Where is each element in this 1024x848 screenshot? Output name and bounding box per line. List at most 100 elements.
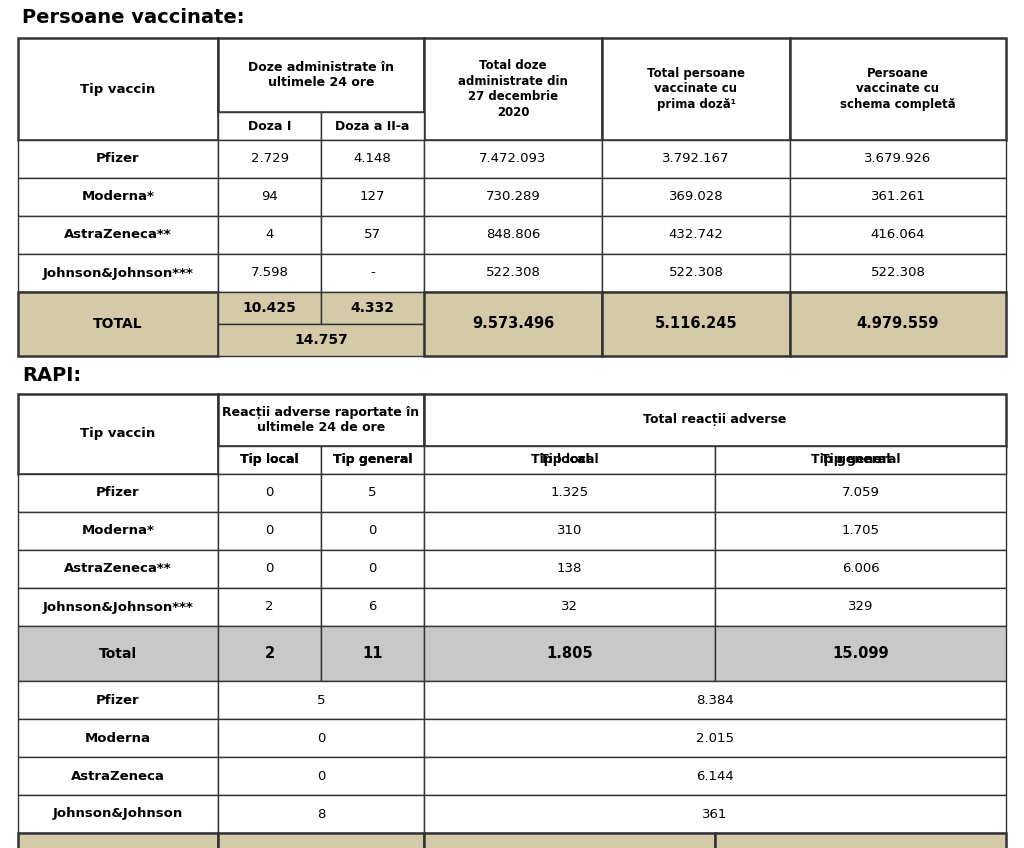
Bar [218, 446, 321, 474]
Bar [218, 324, 424, 356]
Bar [424, 140, 602, 178]
Bar [18, 38, 218, 140]
Bar [424, 719, 1006, 757]
Bar [18, 833, 218, 848]
Text: Tip vaccin: Tip vaccin [80, 82, 156, 96]
Text: Total persoane
vaccinate cu
prima doză¹: Total persoane vaccinate cu prima doză¹ [647, 67, 745, 111]
Bar [424, 757, 1006, 795]
Bar [218, 216, 321, 254]
Text: TOTAL: TOTAL [93, 317, 142, 331]
Bar [424, 446, 715, 474]
Bar [424, 588, 715, 626]
Bar [218, 446, 321, 474]
Text: 7.059: 7.059 [842, 487, 880, 499]
Text: 2: 2 [265, 600, 273, 613]
Text: Tip local: Tip local [241, 454, 299, 466]
Text: 138: 138 [557, 562, 583, 576]
Text: 361.261: 361.261 [870, 191, 926, 204]
Bar [424, 394, 1006, 446]
Text: 3.679.926: 3.679.926 [864, 153, 932, 165]
Text: Johnson&Johnson***: Johnson&Johnson*** [43, 600, 194, 613]
Text: Tip local: Tip local [530, 454, 590, 466]
Text: Tip local: Tip local [241, 454, 299, 466]
Text: 8.384: 8.384 [696, 694, 734, 706]
Text: AstraZeneca**: AstraZeneca** [65, 228, 172, 242]
Text: 1.805: 1.805 [546, 646, 593, 661]
Text: 9.573.496: 9.573.496 [472, 316, 554, 332]
Bar [790, 38, 1006, 140]
Bar [218, 292, 321, 324]
Bar [218, 719, 424, 757]
Bar [18, 474, 218, 512]
Bar [790, 216, 1006, 254]
Text: 5.116.245: 5.116.245 [654, 316, 737, 332]
Text: Tip vaccin: Tip vaccin [80, 427, 156, 440]
Bar [321, 112, 424, 140]
Text: 416.064: 416.064 [870, 228, 926, 242]
Bar [790, 178, 1006, 216]
Bar [715, 550, 1006, 588]
Text: 1.705: 1.705 [842, 525, 880, 538]
Bar [218, 394, 424, 446]
Text: Total doze
administrate din
27 decembrie
2020: Total doze administrate din 27 decembrie… [458, 59, 568, 119]
Bar [321, 140, 424, 178]
Text: Johnson&Johnson***: Johnson&Johnson*** [43, 266, 194, 280]
Text: 310: 310 [557, 525, 583, 538]
Bar [218, 588, 321, 626]
Text: 0: 0 [369, 525, 377, 538]
Text: Pfizer: Pfizer [96, 694, 140, 706]
Text: 14.757: 14.757 [294, 333, 348, 347]
Bar [18, 795, 218, 833]
Text: 432.742: 432.742 [669, 228, 723, 242]
Text: 6.006: 6.006 [842, 562, 880, 576]
Text: 11: 11 [362, 646, 383, 661]
Bar [424, 833, 715, 848]
Bar [218, 795, 424, 833]
Text: 0: 0 [316, 732, 326, 745]
Bar [18, 292, 218, 356]
Text: 0: 0 [316, 769, 326, 783]
Text: Moderna*: Moderna* [82, 191, 155, 204]
Text: Tip local: Tip local [541, 454, 599, 466]
Text: 522.308: 522.308 [485, 266, 541, 280]
Bar [321, 216, 424, 254]
Bar [424, 626, 715, 681]
Bar [218, 140, 321, 178]
Bar [321, 292, 424, 324]
Bar [218, 681, 424, 719]
Text: Pfizer: Pfizer [96, 487, 140, 499]
Bar [696, 446, 1006, 474]
Bar [218, 833, 424, 848]
Text: Persoane
vaccinate cu
schema completă: Persoane vaccinate cu schema completă [840, 67, 955, 111]
Text: 522.308: 522.308 [669, 266, 723, 280]
Text: Tip general: Tip general [333, 454, 413, 466]
Text: 6: 6 [369, 600, 377, 613]
Text: Doza a II-a: Doza a II-a [335, 120, 410, 132]
Text: Tip general: Tip general [333, 454, 413, 466]
Bar [321, 588, 424, 626]
Text: 7.472.093: 7.472.093 [479, 153, 547, 165]
Text: 10.425: 10.425 [243, 301, 296, 315]
Text: Total: Total [99, 646, 137, 661]
Bar [424, 795, 1006, 833]
Bar [18, 626, 218, 681]
Bar [424, 681, 1006, 719]
Bar [18, 550, 218, 588]
Text: Tip general: Tip general [811, 454, 891, 466]
Text: AstraZeneca: AstraZeneca [71, 769, 165, 783]
Bar [424, 216, 602, 254]
Text: 4: 4 [265, 228, 273, 242]
Bar [18, 719, 218, 757]
Text: 3.792.167: 3.792.167 [663, 153, 730, 165]
Bar [321, 550, 424, 588]
Bar [602, 140, 790, 178]
Text: Doze administrate în
ultimele 24 ore: Doze administrate în ultimele 24 ore [248, 61, 394, 89]
Bar [602, 254, 790, 292]
Bar [790, 254, 1006, 292]
Text: 6.144: 6.144 [696, 769, 734, 783]
Text: 0: 0 [369, 562, 377, 576]
Bar [18, 394, 218, 474]
Bar [321, 446, 424, 474]
Bar [424, 550, 715, 588]
Text: Doza I: Doza I [248, 120, 291, 132]
